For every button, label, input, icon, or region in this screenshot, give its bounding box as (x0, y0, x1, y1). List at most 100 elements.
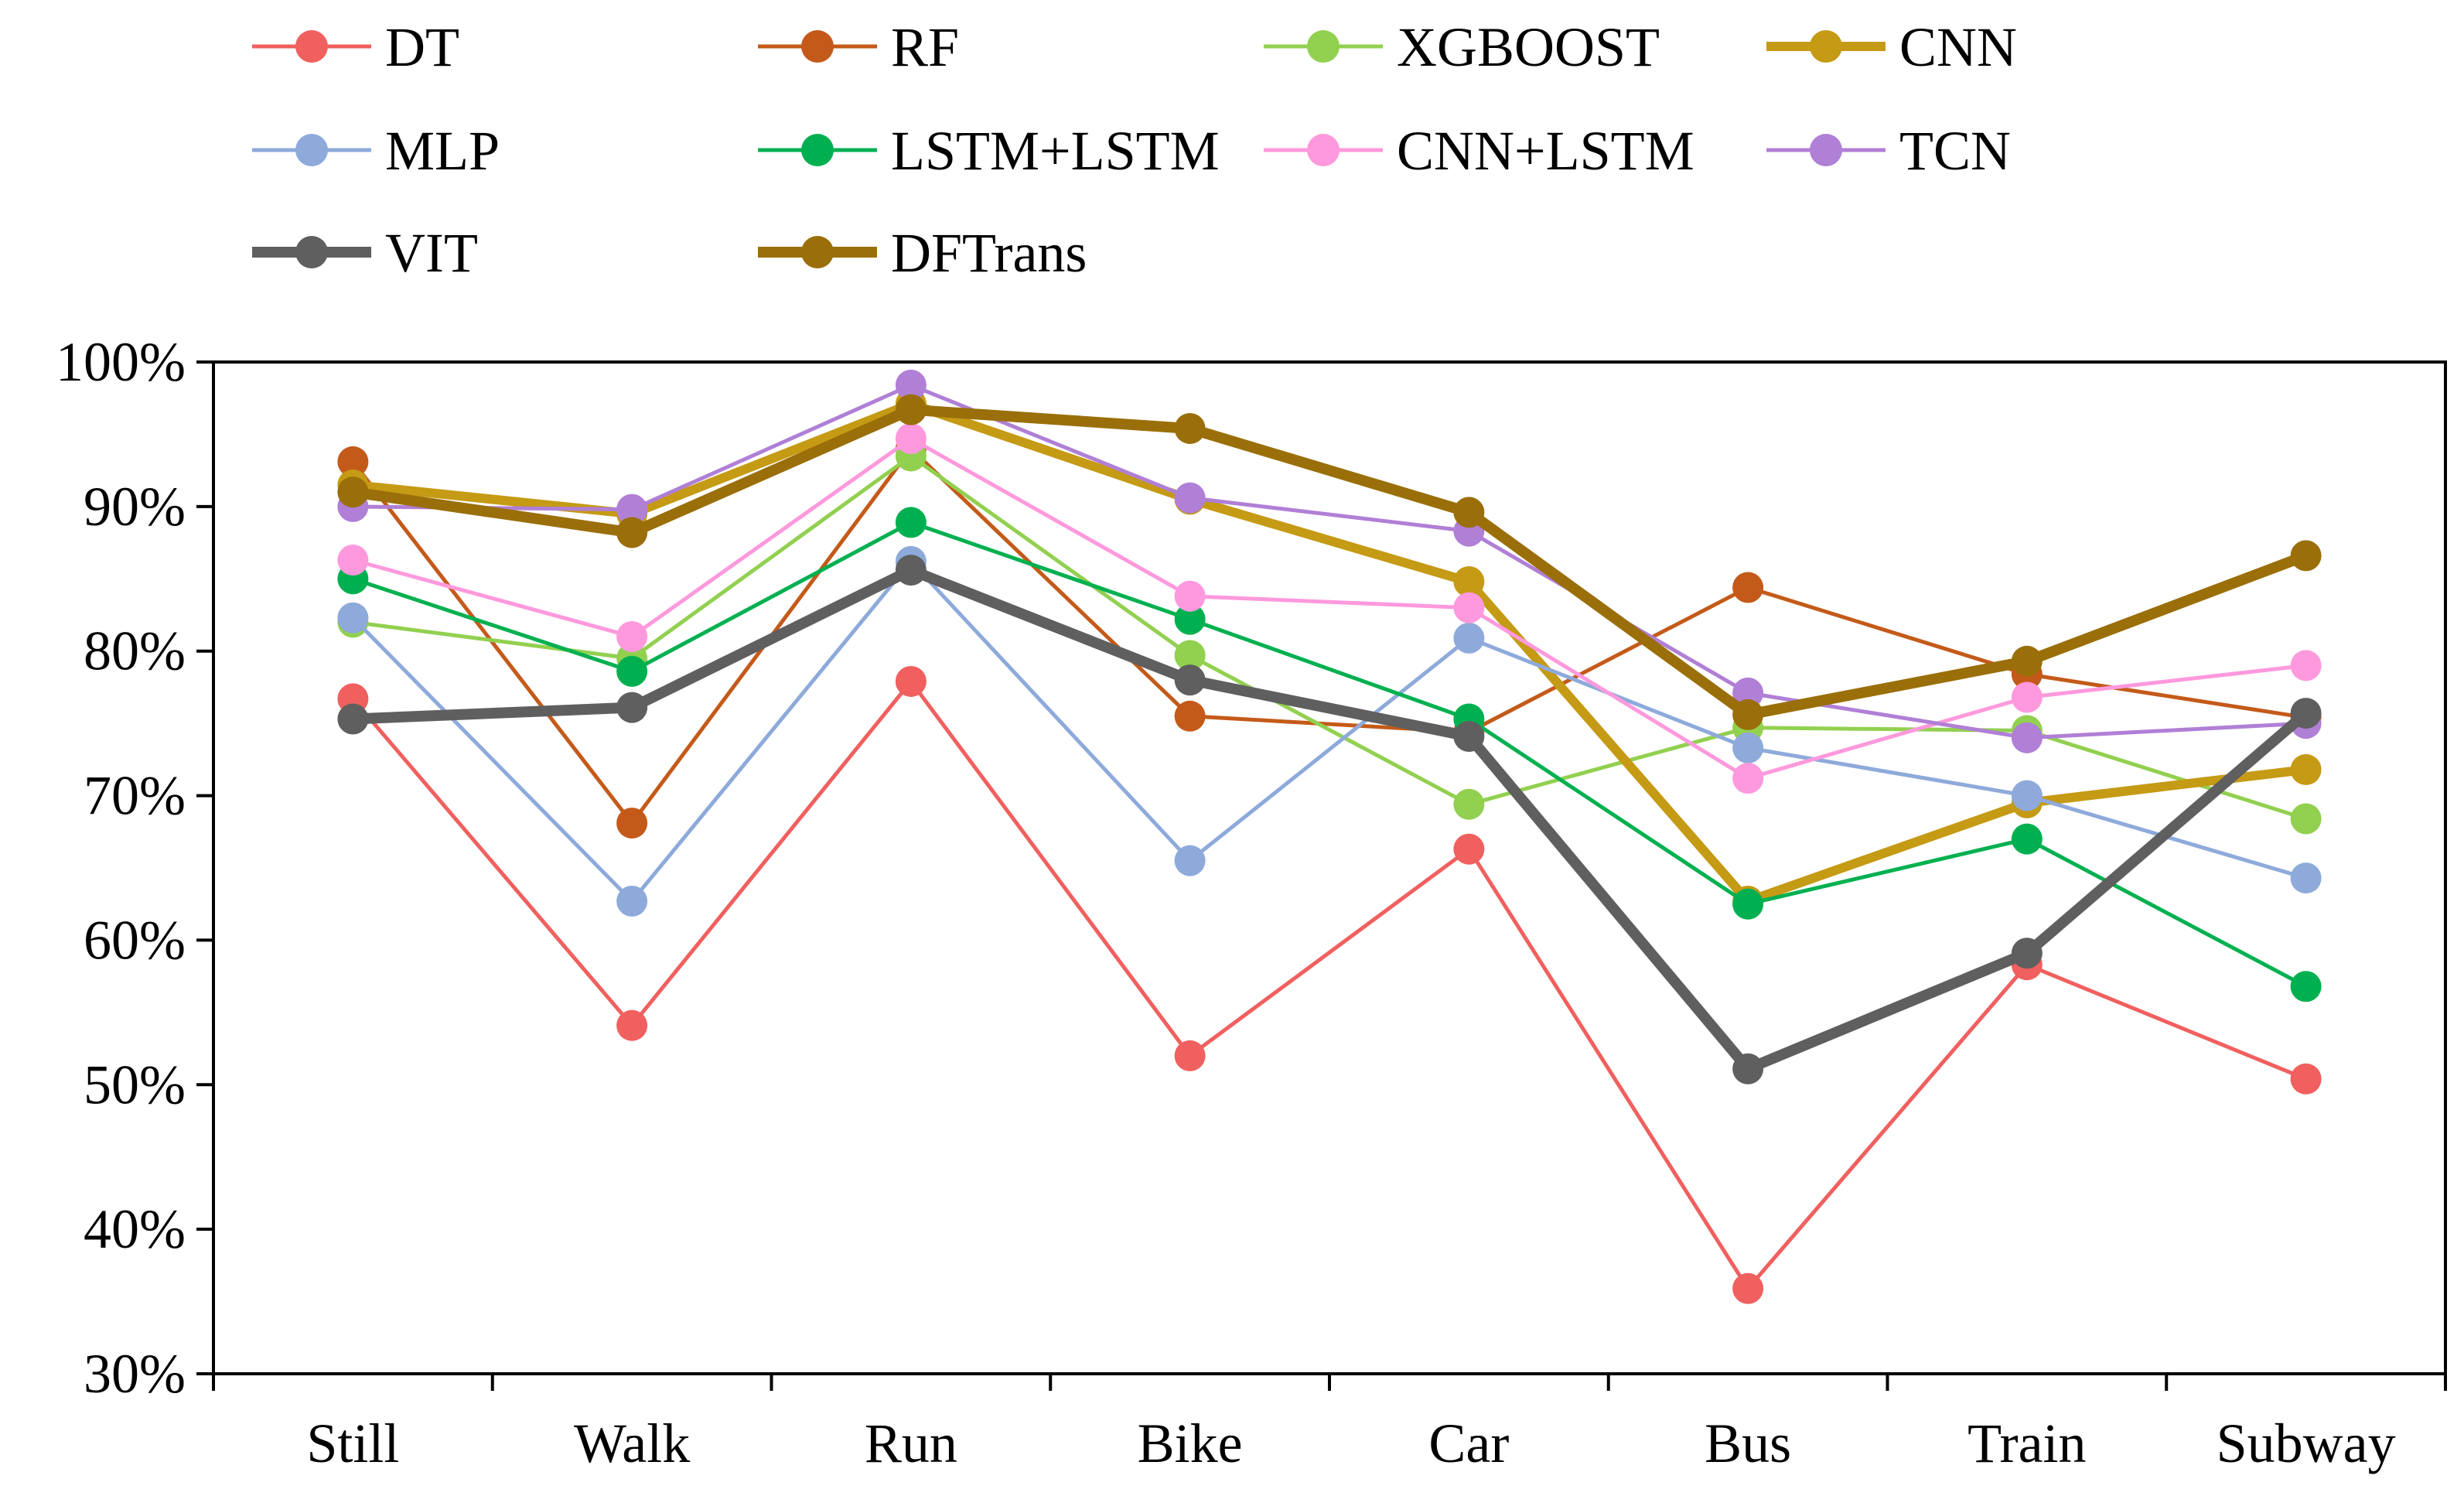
legend-label: MLP (385, 120, 500, 182)
data-point (337, 544, 369, 576)
data-point (2011, 938, 2043, 969)
data-point (2290, 753, 2322, 785)
data-point (337, 602, 369, 634)
data-point (616, 692, 648, 723)
legend-marker (295, 30, 328, 63)
data-point (1453, 566, 1485, 598)
x-category-label: Still (306, 1412, 399, 1474)
series-lstm-lstm (337, 507, 2322, 1002)
data-point (2011, 645, 2043, 677)
legend-item-lstm-lstm: LSTM+LSTM (758, 120, 1220, 182)
legend-marker (295, 236, 328, 268)
data-point (1453, 497, 1485, 528)
data-point (1453, 833, 1485, 865)
legend-marker (1810, 134, 1842, 166)
y-tick-label: 30% (84, 1343, 186, 1405)
data-point (895, 665, 927, 697)
data-point (1732, 732, 1764, 763)
data-point (616, 1009, 648, 1041)
data-point (2290, 862, 2322, 894)
data-point (1732, 1053, 1764, 1084)
legend-marker (1307, 134, 1340, 166)
legend-label: CNN (1899, 16, 2017, 78)
legend-label: LSTM+LSTM (891, 120, 1220, 182)
data-point (1174, 580, 1206, 612)
legend-label: DFTrans (891, 222, 1087, 284)
series-cnn-lstm (337, 423, 2322, 794)
data-point (1732, 698, 1764, 730)
y-axis: 30% 40% 50% 60% 70% 80% 90% 100% (56, 331, 213, 1405)
data-point (1174, 412, 1206, 444)
data-point (895, 394, 927, 425)
data-point (2011, 681, 2043, 713)
legend-label: CNN+LSTM (1397, 120, 1694, 182)
data-point (337, 476, 369, 508)
y-tick-label: 90% (84, 476, 186, 538)
data-point (2290, 1063, 2322, 1095)
data-point (1174, 845, 1206, 876)
data-point (616, 517, 648, 548)
data-point (2290, 803, 2322, 835)
data-point (337, 703, 369, 735)
legend-item-xgboost: XGBOOST (1264, 16, 1660, 78)
data-point (1174, 700, 1206, 732)
x-category-label: Bus (1705, 1412, 1791, 1474)
legend-label: RF (891, 16, 959, 78)
y-tick-label: 70% (84, 765, 186, 827)
series-line (352, 404, 2309, 720)
legend-marker (1810, 30, 1842, 63)
x-axis: Still Walk Run Bike Car Bus Train Subway (212, 1374, 2447, 1474)
data-point (1174, 482, 1206, 514)
data-point (616, 621, 648, 653)
legend-item-mlp: MLP (252, 120, 500, 182)
data-point (1732, 1272, 1764, 1304)
series-dftrans (337, 394, 2322, 730)
y-tick-label: 100% (56, 331, 186, 393)
series-line (353, 565, 2310, 1074)
series-line (351, 559, 2307, 903)
legend-marker (801, 236, 834, 268)
series-lines (337, 369, 2322, 1304)
data-point (1453, 720, 1485, 752)
legend-item-vit: VIT (252, 222, 478, 284)
legend-marker (1307, 30, 1340, 63)
data-point (895, 423, 927, 455)
data-point (895, 555, 927, 586)
series-vit (337, 555, 2322, 1084)
x-category-label: Subway (2217, 1412, 2396, 1474)
series-line (352, 520, 2307, 989)
x-category-label: Bike (1138, 1412, 1243, 1474)
data-point (2290, 698, 2322, 729)
data-point (616, 655, 648, 687)
series-mlp (337, 545, 2322, 917)
legend-item-rf: RF (758, 16, 959, 78)
data-point (616, 808, 648, 839)
data-point (895, 507, 927, 538)
data-point (1174, 603, 1206, 635)
legend: DT RF XGBOOST CNN MLP LSTM+LSTM CNN+LSTM TCN VIT… (252, 16, 2017, 284)
y-tick-label: 40% (84, 1198, 186, 1260)
data-point (1174, 1040, 1206, 1071)
plot-area: 30% 40% 50% 60% 70% 80% 90% 100% Still Walk Run Bi… (56, 331, 2447, 1474)
legend-label: VIT (385, 222, 478, 284)
data-point (1453, 622, 1485, 654)
x-category-label: Train (1967, 1412, 2086, 1474)
x-category-label: Car (1428, 1412, 1509, 1474)
legend-marker (295, 134, 328, 166)
data-point (337, 446, 369, 477)
y-tick-label: 60% (84, 909, 186, 971)
legend-item-tcn: TCN (1766, 120, 2011, 182)
series-line (351, 679, 2307, 1291)
legend-label: TCN (1899, 120, 2011, 182)
data-point (895, 369, 927, 401)
legend-item-cnn: CNN (1766, 16, 2017, 78)
series-line (352, 399, 2307, 906)
series-line (353, 383, 2306, 740)
data-point (2011, 780, 2043, 811)
y-tick-label: 50% (84, 1054, 186, 1115)
data-point (1732, 572, 1764, 603)
data-point (2290, 650, 2322, 681)
data-point (1732, 888, 1764, 920)
data-point (1732, 677, 1764, 709)
